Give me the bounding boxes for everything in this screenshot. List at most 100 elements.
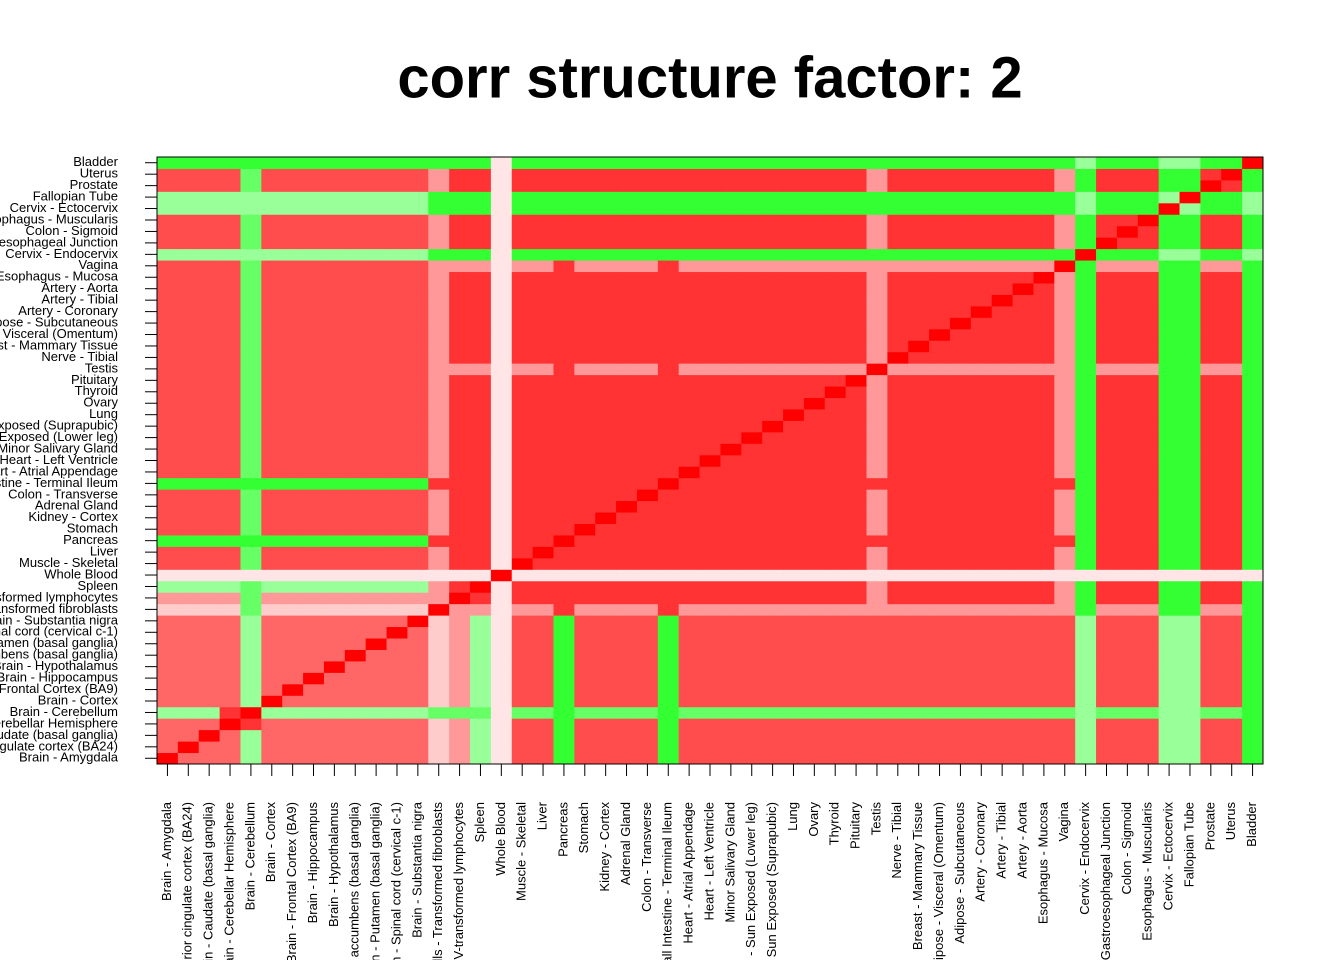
heatmap-cell: [1054, 615, 1076, 628]
heatmap-cell: [824, 569, 847, 582]
heatmap-cell: [1137, 397, 1160, 410]
heatmap-cell: [949, 557, 972, 570]
heatmap-cell: [1116, 191, 1139, 204]
heatmap-cell: [1158, 386, 1181, 399]
heatmap-cell: [470, 466, 492, 479]
heatmap-cell: [824, 672, 847, 685]
heatmap-cell: [887, 179, 909, 192]
heatmap-cell: [845, 271, 868, 284]
heatmap-cell: [490, 603, 513, 616]
heatmap-cell: [991, 179, 1014, 192]
heatmap-cell: [1012, 741, 1034, 754]
heatmap-cell: [428, 157, 450, 169]
heatmap-cell: [1012, 489, 1034, 502]
heatmap-cell: [553, 443, 575, 456]
heatmap-cell: [699, 328, 721, 341]
heatmap-cell: [741, 260, 763, 273]
heatmap-cell: [1075, 317, 1097, 330]
y-tick-label: Brain - Amygdala: [19, 750, 119, 765]
heatmap-cell: [699, 534, 721, 547]
heatmap-cell: [344, 351, 367, 364]
heatmap-cell: [1242, 328, 1264, 341]
heatmap-cell: [219, 649, 241, 662]
heatmap-cell: [1096, 443, 1118, 456]
heatmap-cell: [887, 431, 909, 444]
heatmap-cell: [636, 191, 659, 204]
heatmap-cell: [595, 477, 617, 490]
x-tick-label: Thyroid: [827, 802, 842, 845]
heatmap-cell: [783, 214, 805, 227]
heatmap-cell: [511, 386, 534, 399]
heatmap-cell: [303, 672, 325, 685]
y-tick-label: Kidney - Cortex: [28, 509, 118, 524]
heatmap-cell: [720, 168, 742, 181]
heatmap-cell: [636, 569, 659, 582]
heatmap-cell: [157, 660, 179, 673]
heatmap-cell: [1054, 546, 1076, 559]
y-tick-label: Brain - Frontal Cortex (BA9): [0, 681, 118, 696]
heatmap-cell: [824, 237, 847, 250]
heatmap-cell: [678, 351, 701, 364]
heatmap-cell: [991, 706, 1014, 719]
heatmap-cell: [511, 466, 534, 479]
heatmap-cell: [198, 191, 221, 204]
heatmap-cell: [177, 534, 200, 547]
heatmap-cell: [303, 168, 325, 181]
heatmap-cell: [845, 752, 868, 765]
heatmap-cell: [887, 225, 909, 238]
heatmap-cell: [657, 168, 680, 181]
heatmap-cell: [929, 305, 951, 318]
heatmap-cell: [490, 237, 513, 250]
heatmap-cell: [678, 741, 701, 754]
heatmap-cell: [1242, 466, 1264, 479]
heatmap-cell: [970, 408, 993, 421]
heatmap-cell: [1116, 557, 1139, 570]
heatmap-cell: [1200, 386, 1222, 399]
heatmap-cell: [1179, 214, 1201, 227]
heatmap-cell: [1200, 523, 1222, 536]
heatmap-cell: [532, 546, 554, 559]
heatmap-cell: [887, 168, 909, 181]
y-tick-label: Cells - EBV-transformed lymphocytes: [0, 589, 118, 604]
heatmap-cell: [1242, 729, 1264, 742]
heatmap-cell: [1200, 294, 1222, 307]
heatmap-cell: [1242, 454, 1264, 467]
heatmap-cell: [470, 512, 492, 524]
heatmap-cell: [929, 397, 951, 410]
heatmap-cell: [261, 260, 283, 273]
heatmap-cell: [866, 580, 888, 593]
heatmap-cell: [282, 534, 304, 547]
heatmap-cell: [470, 282, 492, 295]
heatmap-cell: [177, 237, 200, 250]
heatmap-cell: [261, 580, 283, 593]
heatmap-cell: [616, 695, 638, 708]
heatmap-cell: [845, 557, 868, 570]
heatmap-cell: [490, 191, 513, 204]
heatmap-cell: [282, 363, 304, 376]
heatmap-cell: [1096, 672, 1118, 685]
heatmap-cell: [949, 489, 972, 502]
heatmap-cell: [762, 660, 784, 673]
heatmap-cell: [1242, 660, 1264, 673]
heatmap-cell: [949, 741, 972, 754]
heatmap-cell: [261, 408, 283, 421]
heatmap-cell: [1158, 397, 1181, 410]
heatmap-cell: [303, 569, 325, 582]
heatmap-cell: [803, 546, 826, 559]
heatmap-cell: [1221, 718, 1243, 731]
heatmap-cell: [198, 752, 221, 765]
heatmap-cell: [1200, 729, 1222, 742]
heatmap-cell: [449, 695, 471, 708]
heatmap-cell: [303, 466, 325, 479]
heatmap-cell: [991, 282, 1014, 295]
heatmap-cell: [783, 431, 805, 444]
heatmap-cell: [198, 282, 221, 295]
heatmap-cell: [616, 534, 638, 547]
y-tick-label: Lung: [89, 406, 118, 421]
heatmap-cell: [1179, 374, 1201, 387]
heatmap-cell: [720, 225, 742, 238]
heatmap-cell: [240, 179, 262, 192]
heatmap-cell: [616, 271, 638, 284]
heatmap-cell: [574, 706, 596, 719]
heatmap-cell: [1158, 305, 1181, 318]
